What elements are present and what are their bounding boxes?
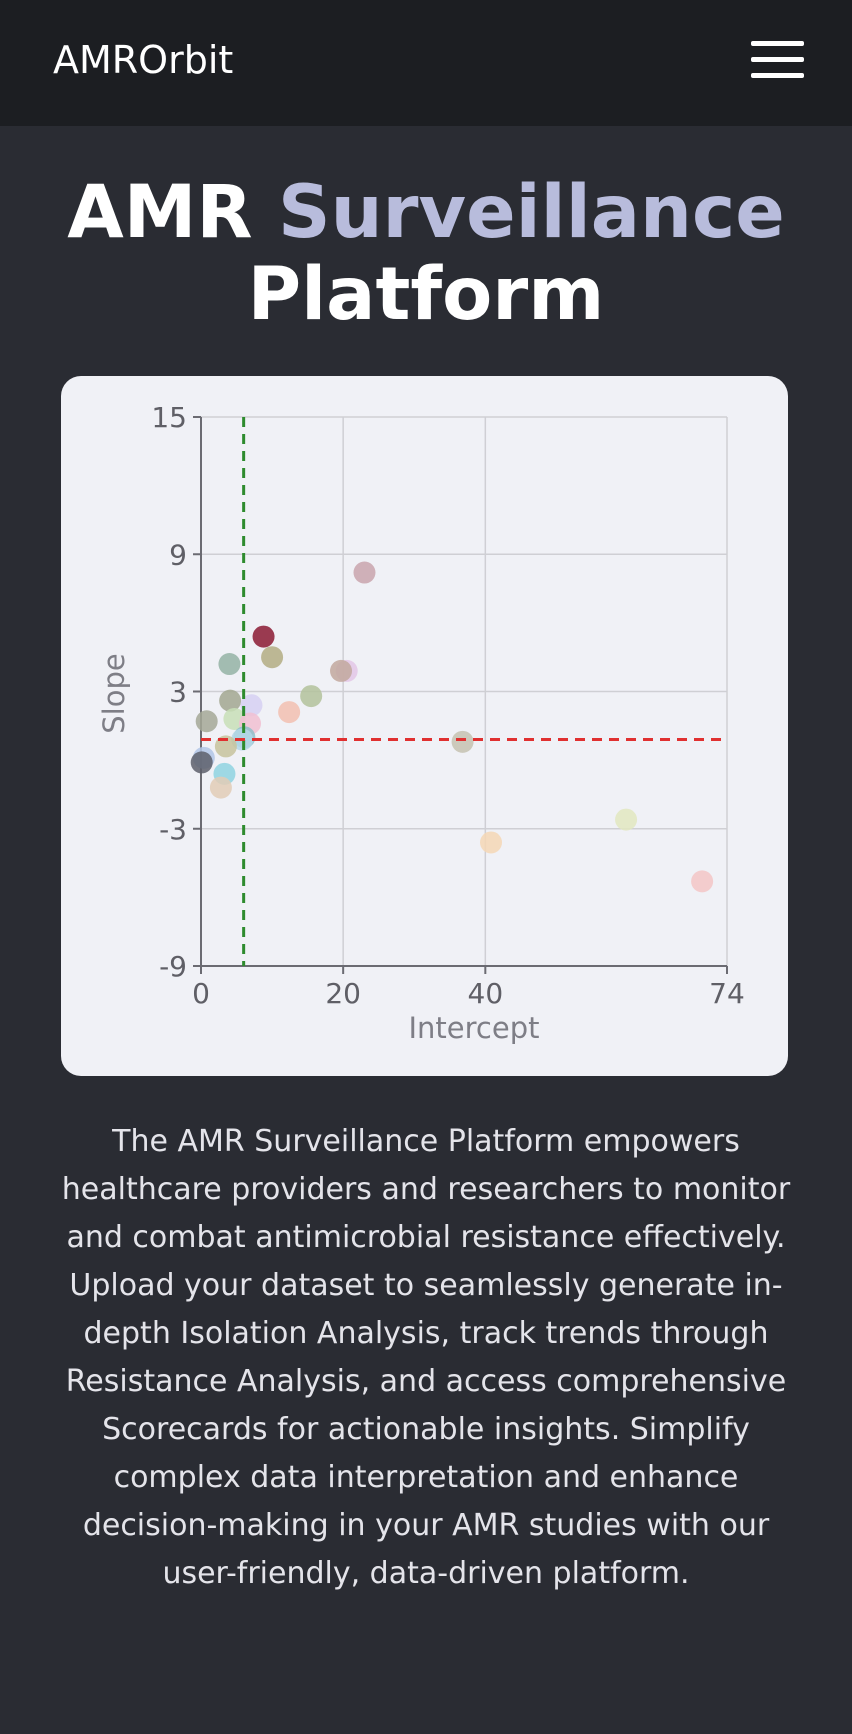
navbar: AMROrbit (0, 0, 852, 126)
scatter-point (190, 751, 213, 774)
x-tick-label: 40 (468, 977, 504, 1010)
scatter-point (480, 831, 503, 854)
hamburger-line-bottom (751, 73, 804, 78)
x-tick-label: 0 (192, 977, 210, 1010)
hamburger-line-middle (751, 57, 804, 62)
scatter-point (240, 694, 263, 717)
scatter-point (219, 689, 242, 712)
scatter-chart: 0 20 40 74 15 9 3 -3 -9 Intercept Slope (97, 401, 745, 1045)
y-axis-label: Slope (97, 653, 131, 733)
scatter-point (209, 776, 232, 799)
scatter-point (451, 730, 474, 753)
title-part-platform: Platform (247, 252, 605, 337)
scatter-point (330, 659, 353, 682)
y-tick-label: -3 (159, 813, 187, 846)
y-tick-label: 15 (151, 401, 187, 434)
platform-description: The AMR Surveillance Platform empowers h… (61, 1124, 791, 1591)
scatter-point (195, 710, 218, 733)
y-tick-label: 3 (169, 676, 187, 709)
title-accent-surveillance: Surveillance (278, 170, 785, 255)
brand-logo[interactable]: AMROrbit (53, 38, 234, 82)
scatter-point (691, 870, 714, 893)
y-tick-label: -9 (159, 950, 187, 983)
hamburger-line-top (751, 41, 804, 46)
scatter-point (615, 808, 638, 831)
scatter-point (300, 685, 323, 708)
scatter-point (218, 653, 241, 676)
page-title: AMR Surveillance Platform (0, 172, 852, 336)
title-part-amr: AMR (67, 170, 253, 255)
chart-card: 0 20 40 74 15 9 3 -3 -9 Intercept Slope (61, 376, 788, 1076)
x-axis-label: Intercept (409, 1011, 540, 1045)
scatter-point (353, 561, 376, 584)
scatter-point (278, 701, 301, 724)
scatter-point (252, 625, 275, 648)
y-tick-label: 9 (169, 538, 187, 571)
hamburger-menu-icon[interactable] (742, 36, 804, 84)
x-tick-label: 74 (709, 977, 745, 1010)
scatter-point (261, 646, 284, 669)
x-tick-label: 20 (325, 977, 361, 1010)
